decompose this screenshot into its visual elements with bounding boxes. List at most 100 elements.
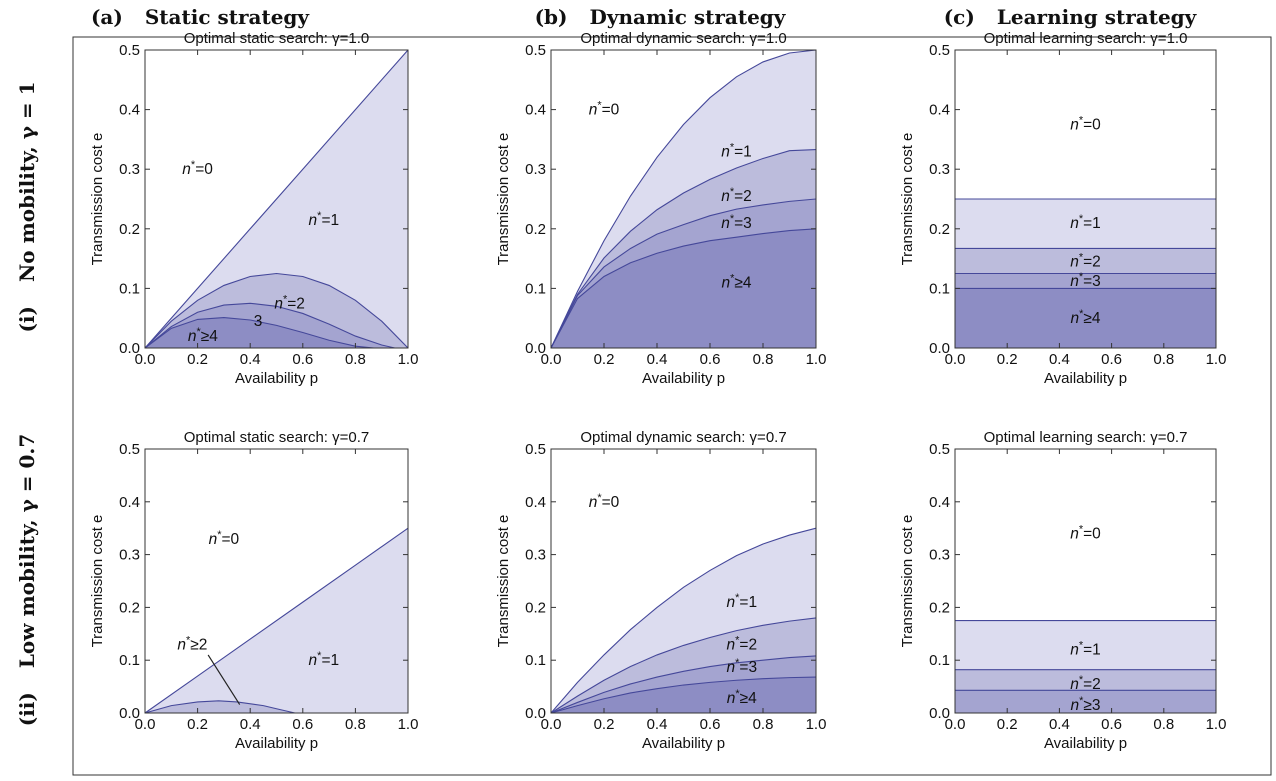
y-tick-label: 0.0	[929, 705, 950, 722]
y-tick-label: 0.3	[119, 547, 140, 564]
plot-title: Optimal static search: γ=1.0	[184, 30, 370, 47]
chart-learning-g1: 0.0 0.2 0.4 0.6 0.8 1.0 0.0 0.1 0.2 0.3 0.4 0.5 Opti…	[899, 30, 1226, 387]
chart-learning-g07: 0.0 0.2 0.4 0.6 0.8 1.0 0.0 0.1 0.2 0.3 0.4 0.5 Opti…	[899, 429, 1226, 752]
region-label: n*≥4	[727, 688, 757, 707]
chart-static-g07: 0.0 0.2 0.4 0.6 0.8 1.0 0.0 0.1 0.2 0.3 0.4 0.5 Opti…	[89, 429, 418, 752]
y-tick-label: 0.5	[119, 441, 140, 458]
column-header-b: (b) Dynamic strategy	[535, 5, 787, 29]
boundary-line-4	[550, 676, 817, 714]
y-tick-label: 0.0	[525, 340, 546, 357]
y-tick-label: 0.5	[525, 441, 546, 458]
region-label: n*=1	[727, 592, 758, 611]
x-tick-label: 0.2	[187, 716, 208, 733]
label-pointer	[207, 654, 241, 705]
region-label: n*=0	[589, 100, 620, 119]
region-label: n*=1	[1070, 640, 1101, 659]
y-tick-label: 0.3	[119, 161, 140, 178]
plot-title: Optimal learning search: γ=1.0	[984, 30, 1188, 47]
y-tick-label: 0.4	[929, 102, 950, 119]
y-axis-label: Transmission cost e	[899, 515, 916, 648]
region-label: n*=0	[1070, 115, 1101, 134]
region-label: n*≥3	[1070, 695, 1100, 714]
region-label: n*=3	[1070, 271, 1101, 290]
x-tick-label: 1.0	[806, 716, 827, 733]
y-tick-label: 0.5	[929, 42, 950, 59]
chart-dynamic-g07: 0.0 0.2 0.4 0.6 0.8 1.0 0.0 0.1 0.2 0.3 0.4 0.5 Opti…	[495, 429, 826, 752]
chart-dynamic-g1: 0.0 0.2 0.4 0.6 0.8 1.0 0.0 0.1 0.2 0.3 0.4 0.5 Opti…	[495, 30, 826, 387]
plot-title: Optimal learning search: γ=0.7	[984, 429, 1188, 446]
region-label: n*≥2	[177, 634, 207, 653]
x-tick-label: 0.6	[700, 716, 721, 733]
x-tick-label: 1.0	[806, 351, 827, 368]
x-tick-label: 0.2	[594, 716, 615, 733]
x-tick-label: 0.8	[1153, 351, 1174, 368]
boundary-line-3	[550, 655, 817, 714]
row-header-ii: (ii)Low mobility, γ = 0.7	[15, 434, 39, 727]
x-tick-label: 0.0	[541, 716, 562, 733]
x-axis-label: Availability p	[1044, 735, 1127, 752]
plot-title: Optimal static search: γ=0.7	[184, 429, 370, 446]
y-tick-label: 0.4	[525, 102, 546, 119]
region-label: n*=0	[182, 159, 213, 178]
plot-frame	[954, 49, 1217, 349]
y-tick-label: 0.4	[929, 494, 950, 511]
x-tick-label: 0.0	[135, 716, 156, 733]
x-tick-label: 0.0	[541, 351, 562, 368]
x-tick-label: 0.0	[945, 351, 966, 368]
x-axis-label: Availability p	[642, 735, 725, 752]
y-tick-label: 0.2	[929, 599, 950, 616]
x-tick-label: 0.4	[1049, 351, 1070, 368]
region-label: n*≥4	[721, 272, 751, 291]
x-tick-label: 1.0	[1206, 716, 1227, 733]
region-label: n*=0	[1070, 523, 1101, 542]
chart-static-g1: 0.0 0.2 0.4 0.6 0.8 1.0 0.0 0.1 0.2 0.3 0.4 0.5 Opti…	[89, 30, 418, 387]
x-tick-label: 0.4	[647, 716, 668, 733]
boundary-line-1	[550, 527, 817, 714]
x-tick-label: 0.4	[240, 716, 261, 733]
x-tick-label: 0.4	[647, 351, 668, 368]
region-label: n*=1	[1070, 213, 1101, 232]
y-tick-label: 0.5	[119, 42, 140, 59]
region-label: n*=1	[309, 210, 340, 229]
column-header-c: (c) Learning strategy	[944, 5, 1198, 29]
y-tick-label: 0.0	[119, 705, 140, 722]
x-tick-label: 0.8	[1153, 716, 1174, 733]
region-label: n*=2	[1070, 674, 1101, 693]
x-tick-label: 0.8	[753, 716, 774, 733]
x-tick-label: 0.6	[700, 351, 721, 368]
x-tick-label: 0.0	[945, 716, 966, 733]
region-label: 3	[254, 313, 263, 330]
y-tick-label: 0.1	[525, 652, 546, 669]
x-tick-label: 0.2	[594, 351, 615, 368]
region-label: n*=2	[274, 293, 305, 312]
x-axis-label: Availability p	[1044, 370, 1127, 387]
figure-frame	[72, 36, 1272, 776]
plot-frame	[550, 448, 817, 714]
x-tick-label: 1.0	[1206, 351, 1227, 368]
plot-frame	[954, 448, 1217, 714]
x-tick-label: 0.8	[753, 351, 774, 368]
boundary-line-2	[144, 272, 409, 349]
chart-panels: 0.0 0.2 0.4 0.6 0.8 1.0 0.0 0.1 0.2 0.3 0.4 0.5 Opti…	[89, 30, 1226, 752]
x-tick-label: 0.8	[345, 351, 366, 368]
y-axis-label: Transmission cost e	[495, 515, 512, 648]
region-label: n*=3	[727, 657, 758, 676]
x-tick-label: 0.6	[292, 716, 313, 733]
y-tick-label: 0.2	[929, 221, 950, 238]
region-label: n*=2	[721, 186, 752, 205]
x-tick-label: 1.0	[398, 716, 419, 733]
boundary-line-2	[144, 700, 296, 714]
column-header-a: (a) Static strategy	[91, 5, 310, 29]
row-header-i: (i)No mobility, γ = 1	[15, 81, 39, 332]
y-tick-label: 0.1	[929, 652, 950, 669]
x-tick-label: 0.6	[1101, 351, 1122, 368]
y-tick-label: 0.2	[525, 221, 546, 238]
y-tick-label: 0.3	[525, 161, 546, 178]
y-tick-label: 0.0	[525, 705, 546, 722]
y-tick-label: 0.1	[929, 280, 950, 297]
x-axis-label: Availability p	[642, 370, 725, 387]
y-axis-label: Transmission cost e	[89, 515, 106, 648]
region-label: n*=1	[309, 650, 340, 669]
y-tick-label: 0.2	[119, 221, 140, 238]
y-tick-label: 0.0	[119, 340, 140, 357]
